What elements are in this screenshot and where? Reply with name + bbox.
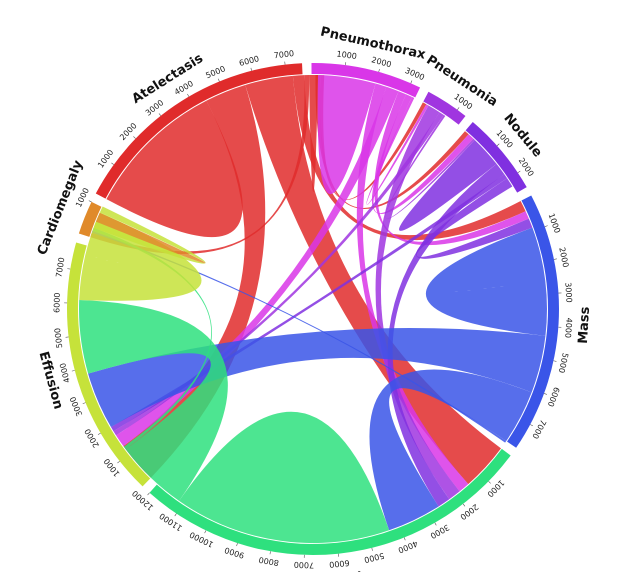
tick-mark (88, 200, 92, 203)
tick-mark (187, 93, 190, 97)
tick-mark (543, 393, 547, 395)
tick-label: 5000 (204, 64, 226, 80)
tick-mark (217, 78, 220, 82)
tick-label: 2000 (557, 247, 570, 269)
tick-mark (204, 530, 207, 534)
tick-mark (147, 492, 150, 496)
tick-label: 3000 (404, 66, 426, 82)
arc-mass (507, 195, 559, 448)
tick-label: 7000 (530, 418, 548, 440)
chord-pneumothorax-infiltration (356, 83, 469, 492)
tick-label: 6000 (238, 54, 260, 68)
tick-mark (403, 537, 406, 541)
tick-mark (544, 225, 548, 227)
tick-label: 5000 (557, 352, 570, 374)
arc-nodule (465, 121, 527, 193)
tick-label: 5000 (363, 551, 385, 565)
tick-mark (530, 424, 533, 427)
tick-mark (82, 402, 86, 405)
tick-label: 9000 (223, 545, 245, 560)
tick-mark (97, 432, 101, 435)
tick-label: 6000 (329, 558, 350, 569)
segment-label-mass: Mass (576, 306, 593, 344)
tick-mark (378, 68, 380, 73)
chord-effusion-effusion (79, 212, 202, 301)
tick-label: 2000 (83, 427, 101, 449)
tick-mark (117, 460, 120, 464)
tick-mark (250, 67, 252, 71)
chord-nodule-nodule (399, 139, 497, 231)
tick-mark (462, 503, 466, 507)
chord-atelectasis-atelectasis (106, 100, 243, 238)
tick-mark (434, 522, 437, 526)
tick-mark (457, 107, 460, 110)
tick-label: 7000 (54, 257, 66, 279)
segment-arcs (66, 63, 559, 555)
tick-label: 4000 (397, 539, 419, 555)
tick-mark (111, 162, 114, 165)
chord-cardiomegaly-cardiomegaly (95, 212, 206, 264)
tick-mark (553, 360, 557, 362)
tick-mark (158, 113, 162, 116)
arc-effusion (66, 242, 151, 487)
tick-mark (236, 543, 238, 547)
chord-pneumonia-nodule (385, 114, 475, 219)
segment-label-effusion: Effusion (36, 350, 66, 411)
tick-mark (174, 513, 177, 517)
tick-label: 1000 (336, 49, 357, 61)
tick-label: 3000 (563, 282, 573, 303)
tick-label: 4000 (58, 362, 72, 384)
chord-pneumothorax-pneumothorax (317, 75, 376, 195)
chord-nodule-mass (415, 178, 533, 259)
chord-atelectasis-infiltration (245, 75, 502, 485)
tick-label: 3000 (429, 522, 451, 540)
chord-ribbons (79, 74, 547, 543)
tick-mark (269, 551, 271, 555)
tick-mark (410, 80, 413, 84)
chord-atelectasis-pneumothorax (309, 74, 319, 193)
tick-label: 3000 (68, 395, 84, 417)
tick-label: 8000 (258, 555, 280, 567)
tick-label: 4000 (563, 317, 573, 338)
chord-mass-infiltration (369, 369, 532, 531)
chord-pneumothorax-nodule (371, 94, 474, 215)
tick-label: 1000 (547, 212, 562, 234)
tick-mark (496, 143, 500, 146)
tick-mark (371, 547, 373, 551)
tick-label: 1000 (74, 186, 91, 208)
tick-label: 2000 (370, 55, 392, 69)
tick-label: 7000 (294, 560, 315, 570)
arc-pneumonia (423, 91, 466, 125)
tick-label: 1000 (96, 148, 115, 170)
chord-infiltration-effusion (79, 300, 228, 501)
arc-pneumothorax (311, 63, 421, 98)
tick-mark (517, 170, 521, 173)
tick-mark (71, 370, 75, 372)
arc-cardiomegaly (78, 201, 102, 237)
tick-label: 6000 (52, 292, 61, 313)
chord-infiltration-infiltration (179, 411, 390, 543)
arc-infiltration (149, 448, 511, 555)
chord-mass-mass (425, 227, 547, 336)
chord-atelectasis-pneumonia (319, 75, 427, 200)
tick-label: 6000 (546, 386, 561, 408)
tick-label: 7000 (273, 49, 294, 60)
tick-mark (488, 481, 491, 484)
tick-mark (553, 258, 557, 260)
chord-effusion-cardiomegaly (93, 206, 206, 264)
tick-mark (133, 136, 136, 139)
tick-label: 5000 (53, 327, 64, 348)
